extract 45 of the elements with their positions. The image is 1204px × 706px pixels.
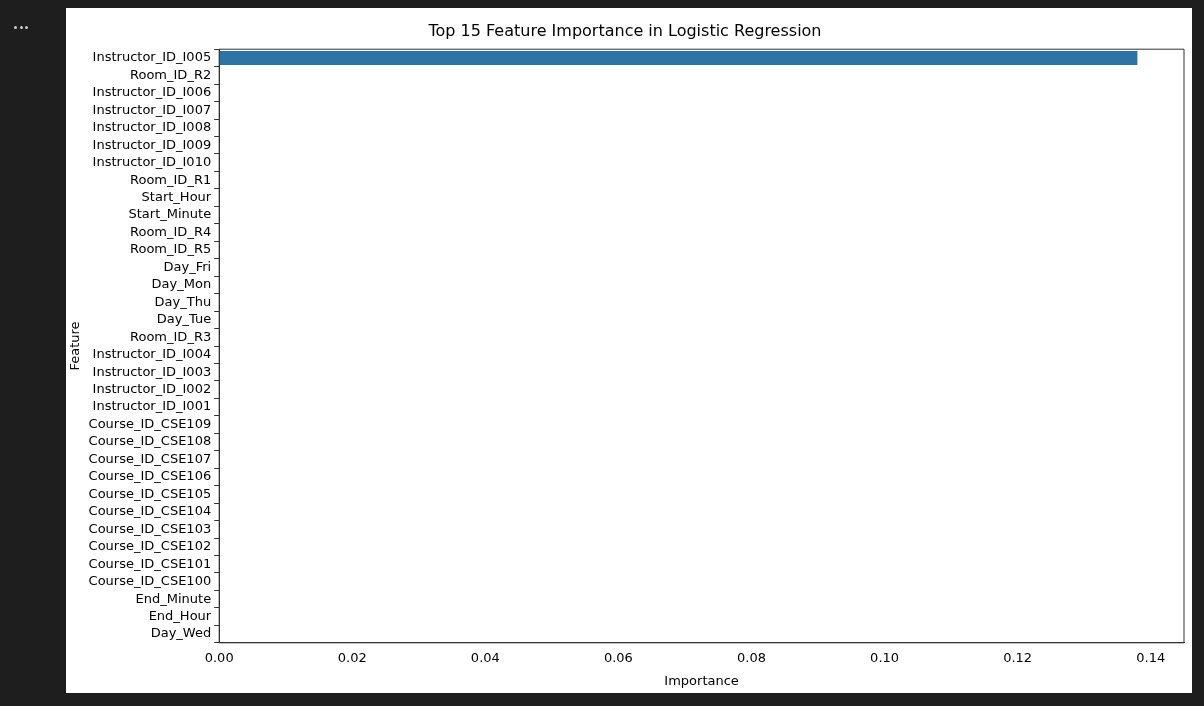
y-tick-label: Room_ID_R1	[130, 171, 212, 187]
y-tick-label: Day_Mon	[151, 276, 212, 292]
x-tick-label: 0.02	[337, 649, 367, 665]
x-tick-label: 0.00	[204, 649, 234, 665]
y-tick-label: End_Minute	[135, 590, 212, 606]
y-tick-label: Day_Tue	[156, 311, 212, 327]
y-tick-label: Course_ID_CSE100	[88, 573, 212, 589]
x-tick-label: 0.08	[737, 649, 766, 665]
y-tick-label: Instructor_ID_I008	[92, 119, 212, 135]
y-tick-label: Instructor_ID_I005	[92, 49, 212, 65]
y-tick-label: End_Hour	[148, 607, 212, 623]
y-tick-label: Room_ID_R2	[130, 66, 212, 82]
y-tick-label: Day_Thu	[154, 293, 212, 309]
y-tick-label: Instructor_ID_I010	[92, 154, 212, 170]
y-tick-label: Instructor_ID_I006	[92, 84, 212, 100]
x-tick-label: 0.12	[1003, 649, 1033, 665]
y-tick-label: Course_ID_CSE102	[88, 538, 212, 554]
y-tick-label: Course_ID_CSE109	[88, 415, 212, 431]
y-tick-label: Room_ID_R3	[130, 328, 212, 344]
x-tick-label: 0.10	[870, 649, 900, 665]
chart-title: Top 15 Feature Importance in Logistic Regression	[427, 20, 822, 40]
x-tick-label: 0.04	[470, 649, 500, 665]
y-tick-label: Course_ID_CSE104	[88, 503, 212, 519]
y-tick-label: Instructor_ID_I003	[92, 363, 212, 379]
y-tick-label: Instructor_ID_I001	[92, 398, 212, 414]
y-tick-label: Day_Wed	[150, 625, 212, 641]
y-tick-label: Start_Hour	[141, 188, 212, 204]
y-tick-label: Course_ID_CSE103	[88, 520, 212, 536]
y-tick-label: Day_Fri	[163, 258, 212, 274]
x-axis-title: Importance	[664, 672, 739, 688]
y-tick-label: Course_ID_CSE107	[88, 450, 212, 466]
y-tick-label: Course_ID_CSE106	[88, 468, 212, 484]
y-axis-title: Feature	[67, 321, 83, 371]
y-tick-label: Room_ID_R4	[130, 223, 212, 239]
y-tick-label: Instructor_ID_I007	[92, 101, 212, 117]
x-tick-label: 0.14	[1136, 649, 1166, 665]
y-tick-label: Course_ID_CSE108	[88, 433, 212, 449]
y-tick-label: Course_ID_CSE101	[88, 555, 212, 571]
x-tick-label: 0.06	[603, 649, 633, 665]
y-tick-label: Instructor_ID_I004	[92, 346, 212, 362]
y-tick-label: Instructor_ID_I009	[92, 136, 212, 152]
y-tick-label: Room_ID_R5	[130, 241, 212, 257]
y-tick-label: Instructor_ID_I002	[92, 381, 212, 397]
y-tick-label: Course_ID_CSE105	[88, 485, 212, 501]
y-tick-label: Start_Minute	[128, 206, 212, 222]
